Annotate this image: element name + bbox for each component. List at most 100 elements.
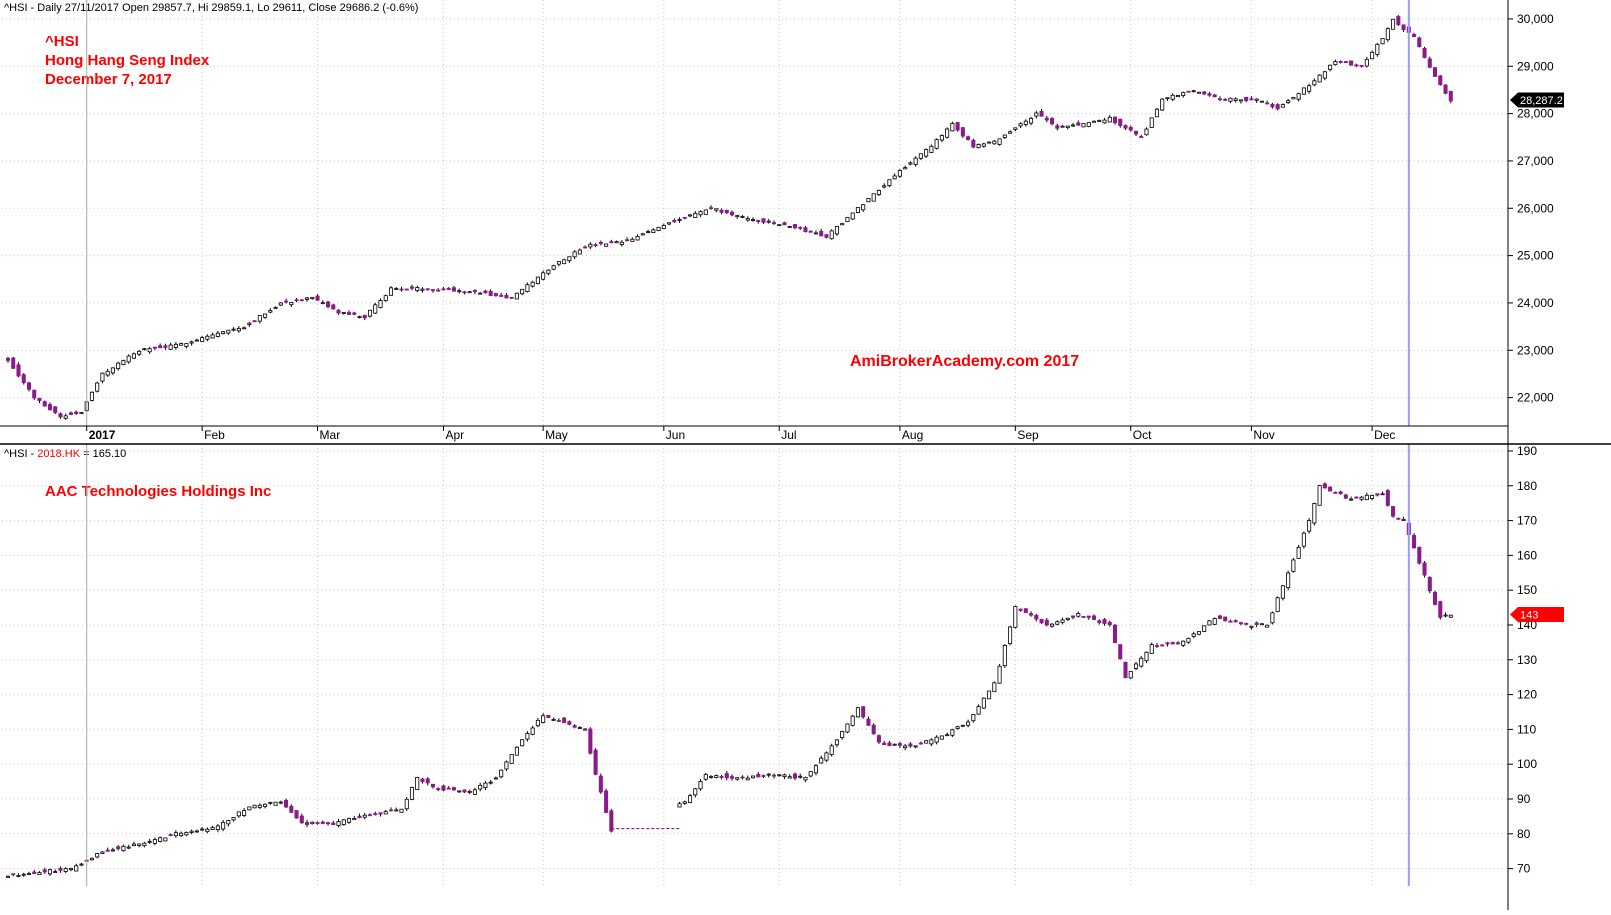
candle-body <box>1112 624 1118 644</box>
candle-body <box>882 185 887 188</box>
bull-candle <box>53 869 58 873</box>
bear-candle <box>1412 533 1417 549</box>
bull-candle <box>1364 492 1369 501</box>
bull-candle <box>1391 18 1396 30</box>
bull-candle <box>1307 83 1312 94</box>
bottom-candles <box>5 482 1453 878</box>
candle-body <box>640 233 645 236</box>
candle-body <box>693 788 698 796</box>
bull-candle <box>173 341 178 350</box>
x-tick-label: Sep <box>1017 428 1039 442</box>
bull-candle <box>1013 605 1018 629</box>
bull-candle <box>142 841 147 848</box>
candle-body <box>499 769 504 778</box>
candle-body <box>152 839 157 844</box>
bull-candle <box>105 368 110 377</box>
candle-body <box>409 787 415 800</box>
candle-body <box>1317 485 1322 506</box>
candle-body <box>16 875 21 877</box>
candle-body <box>987 690 992 700</box>
candle-body <box>1217 98 1222 101</box>
bear-candle <box>1427 576 1432 594</box>
bull-candle <box>703 209 708 215</box>
candle-body <box>1254 98 1259 101</box>
bull-candle <box>976 704 981 715</box>
bull-candle <box>341 819 346 826</box>
bear-candle <box>21 373 26 385</box>
bull-candle <box>992 681 997 693</box>
bear-candle <box>430 783 435 789</box>
bear-candle <box>1165 641 1170 647</box>
bull-candle <box>577 248 582 255</box>
y-tick-label: 170 <box>1517 514 1537 528</box>
bull-candle <box>110 847 115 852</box>
candle-body <box>1375 493 1380 496</box>
bear-candle <box>1160 644 1165 647</box>
candle-body <box>336 820 341 827</box>
candle-body <box>803 777 808 781</box>
bear-candle <box>11 873 16 877</box>
bull-candle <box>95 381 100 393</box>
bull-candle <box>236 811 241 818</box>
bear-candle <box>1265 100 1270 105</box>
bear-candle <box>152 346 157 350</box>
bull-candle <box>766 218 771 224</box>
bear-candle <box>436 787 441 792</box>
bear-candle <box>598 773 603 794</box>
candle-body <box>257 804 262 808</box>
candle-body <box>808 771 813 777</box>
bear-candle <box>625 237 630 242</box>
y-tick-label: 100 <box>1517 757 1537 771</box>
bear-candle <box>1354 496 1359 499</box>
candle-body <box>588 243 593 248</box>
bear-candle <box>1233 619 1238 623</box>
bull-candle <box>367 309 373 318</box>
bull-candle <box>1448 614 1453 618</box>
bull-candle <box>499 769 504 779</box>
bear-candle <box>1343 493 1348 500</box>
bull-candle <box>373 302 378 315</box>
candle-body <box>1433 592 1438 605</box>
candle-body <box>1354 496 1359 499</box>
bull-candle <box>1008 130 1013 134</box>
candle-body <box>1265 624 1270 628</box>
candle-body <box>1071 615 1076 618</box>
candle-body <box>126 355 131 363</box>
candle-body <box>100 851 105 854</box>
bear-candle <box>761 218 766 224</box>
candle-body <box>32 871 37 875</box>
candle-body <box>268 310 273 313</box>
candle-body <box>231 328 236 331</box>
candle-body <box>231 816 236 821</box>
bear-candle <box>1097 619 1102 625</box>
candle-body <box>771 222 777 225</box>
candle-body <box>572 725 577 728</box>
candle-body <box>556 261 561 265</box>
x-tick-label: Apr <box>445 428 464 442</box>
bull-candle <box>750 217 756 222</box>
bull-candle <box>1291 96 1296 100</box>
bull-candle <box>126 844 131 850</box>
bear-candle <box>404 288 409 291</box>
candle-body <box>53 871 58 873</box>
bear-candle <box>462 789 467 794</box>
bull-candle <box>289 301 294 308</box>
candle-body <box>1443 84 1448 94</box>
top-chart-subtitle-1: Hong Hang Seng Index <box>45 52 210 69</box>
candle-body <box>1018 608 1023 611</box>
bull-candle <box>750 775 756 779</box>
bear-candle <box>315 294 320 301</box>
bear-candle <box>488 289 493 297</box>
candle-body <box>1091 615 1097 620</box>
bear-candle <box>583 245 588 249</box>
candle-body <box>1286 572 1291 589</box>
candle-body <box>299 815 304 824</box>
bull-candle <box>551 717 556 721</box>
candle-body <box>703 209 708 215</box>
candle-body <box>588 728 593 754</box>
candle-body <box>1002 134 1007 138</box>
candle-body <box>934 736 939 743</box>
bull-candle <box>646 229 651 234</box>
candle-body <box>110 849 115 852</box>
